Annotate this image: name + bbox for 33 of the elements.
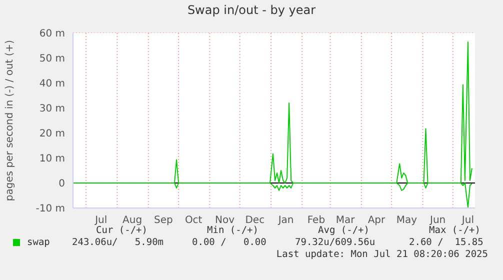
text: Min (-/+) (207, 225, 258, 236)
x-tick-label: Jan (277, 215, 294, 226)
chart-title: Swap in/out - by year (186, 3, 317, 17)
y-tick-label: 10 m (39, 154, 65, 165)
y-tick-label: 20 m (39, 128, 65, 140)
x-tick-label: Oct (184, 215, 202, 226)
y-tick-label: -10 m (36, 204, 65, 215)
x-tick-label: Mar (336, 215, 356, 226)
text: 79.32u/609.56u (295, 237, 376, 248)
x-tick-label: Apr (368, 215, 386, 226)
y-tick-label: 30 m (39, 104, 65, 115)
x-tick-label: Jul (460, 215, 474, 226)
x-tick-label: Feb (307, 215, 326, 226)
y-tick-label: 0 (58, 178, 65, 190)
x-tick-label: Nov (214, 215, 235, 226)
text: Avg (-/+) (318, 225, 370, 236)
x-tick-label: May (396, 215, 418, 226)
y-tick-label: 40 m (39, 78, 65, 90)
text: Last update: Mon Jul 21 08:20:06 2025 (276, 249, 488, 260)
text: Max (-/+) (429, 225, 480, 236)
text: 243.06u/ 5.90m (72, 237, 164, 248)
y-tick-label: 50 m (39, 54, 65, 65)
y-axis-title: pages per second in (-) / out (+) (4, 40, 16, 202)
x-tick-label: Dec (245, 215, 265, 226)
x-tick-label: Jun (429, 215, 446, 226)
x-tick-label: Jul (94, 215, 108, 226)
text: 0.00 / 0.00 (192, 237, 266, 248)
text: Cur (-/+) (96, 225, 148, 236)
y-tick-label: 60 m (39, 28, 65, 40)
x-tick-label: Aug (122, 215, 142, 226)
legend-label: swap (26, 237, 50, 248)
x-tick-label: Sep (154, 215, 173, 226)
text: 2.60 / 15.85 (409, 237, 484, 248)
